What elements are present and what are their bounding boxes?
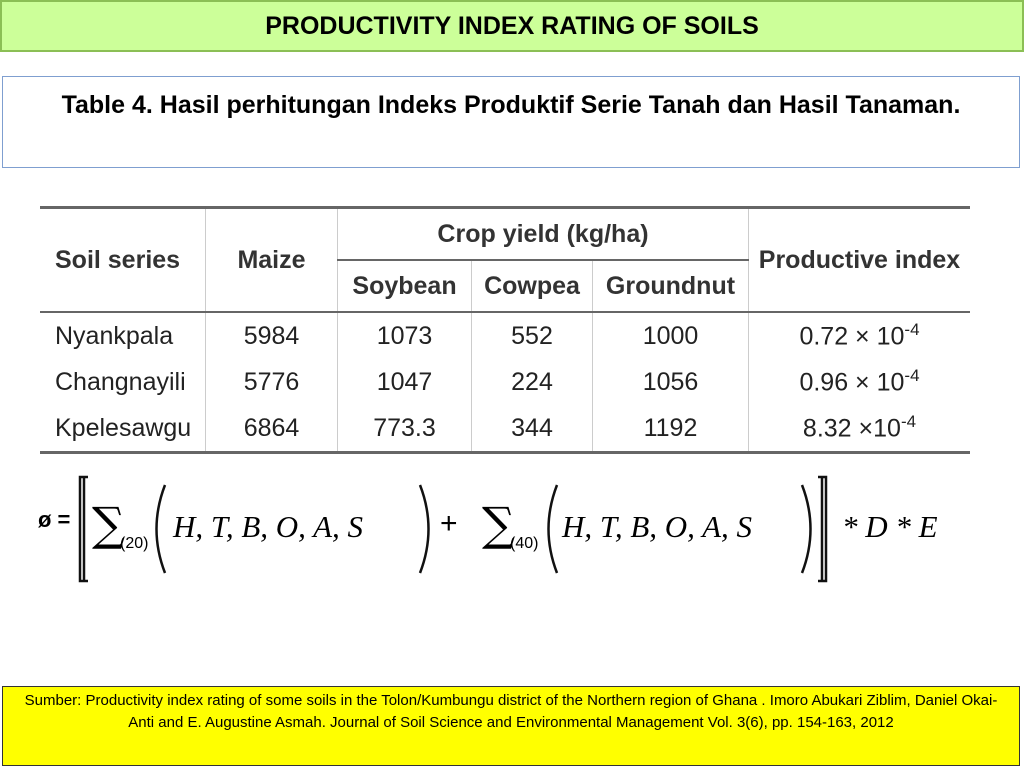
table-caption: Table 4. Hasil perhitungan Indeks Produk… (2, 76, 1020, 168)
groundnut-cell: 1000 (592, 312, 749, 359)
soil-cell: Nyankpala (55, 321, 174, 350)
header-cell: Crop yield (kg/ha) (337, 206, 749, 261)
header-cell: Soil series (40, 206, 206, 313)
formula: ø = ∑ (20) H, T, B, O, A, S + ∑ (40) H, … (30, 465, 990, 595)
formula-tail: * D * E (842, 509, 938, 544)
index-exponent: -4 (904, 366, 920, 386)
index-value: 8.32 ×10 (802, 414, 901, 443)
cowpea-cell: 552 (471, 312, 593, 359)
soil-cell: Changnayili (55, 367, 186, 396)
index-exponent: -4 (900, 412, 917, 432)
sum-subscript: (20) (120, 535, 149, 552)
table-row: Kpelesawgu 6864 773.3 344 1192 8.32 ×10-4 (40, 405, 970, 454)
sum-sign: ∑ (482, 497, 515, 551)
source-note: Sumber: Productivity index rating of som… (2, 686, 1020, 766)
soybean-cell: 1047 (337, 359, 472, 405)
maize-cell: 5776 (205, 359, 338, 405)
header-cell: Cowpea (471, 260, 593, 313)
header-cell: Productive index (748, 206, 970, 313)
index-exponent: -4 (904, 320, 920, 340)
maize-cell: 6864 (205, 405, 338, 454)
formula-args: H, T, B, O, A, S (173, 509, 364, 544)
formula-lhs: ø = (38, 507, 71, 532)
plus-sign: + (440, 507, 458, 540)
index-cell: 0.72 × 10-4 (748, 312, 970, 359)
soybean-cell: 773.3 (337, 405, 472, 454)
soil-cell: Kpelesawgu (40, 405, 206, 454)
sum-subscript: (40) (510, 535, 539, 552)
header-cell: Maize (205, 206, 338, 313)
index-value: 0.96 × 10 (799, 368, 905, 397)
groundnut-cell: 1056 (592, 359, 749, 405)
formula-brackets (78, 475, 828, 583)
cowpea-cell: 344 (471, 405, 593, 454)
data-table: Soil series Maize Crop yield (kg/ha) Pro… (40, 206, 970, 454)
header-cell: Soybean (337, 260, 472, 313)
table-row: Changnayili 5776 1047 224 1056 0.96 × 10-4 (40, 359, 970, 405)
index-value: 0.72 × 10 (799, 322, 905, 351)
index-cell: 0.96 × 10-4 (748, 359, 970, 405)
index-cell: 8.32 ×10-4 (748, 405, 970, 454)
formula-args: H, T, B, O, A, S (562, 509, 753, 544)
soybean-cell: 1073 (337, 312, 472, 359)
maize-cell: 5984 (205, 312, 338, 359)
header-cell: Groundnut (592, 260, 749, 313)
groundnut-cell: 1192 (592, 405, 749, 454)
slide-title: PRODUCTIVITY INDEX RATING OF SOILS (0, 0, 1024, 52)
cowpea-cell: 224 (471, 359, 593, 405)
table-row: Nyankpala 5984 1073 552 1000 0.72 × 10-4 (40, 312, 970, 359)
sum-sign: ∑ (92, 497, 125, 551)
